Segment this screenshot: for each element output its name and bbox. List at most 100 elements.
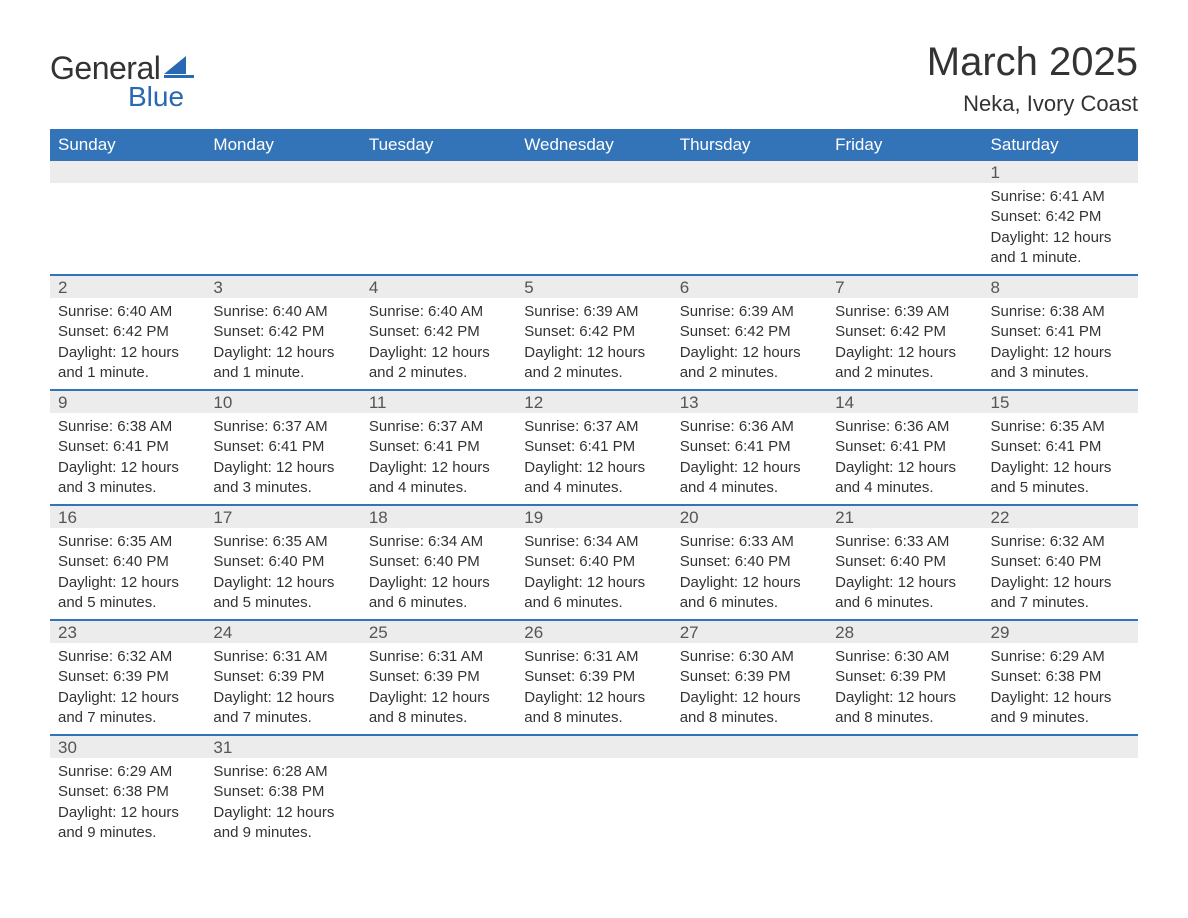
sunrise-text: Sunrise: 6:32 AM	[991, 532, 1130, 552]
sunrise-text: Sunrise: 6:31 AM	[213, 647, 352, 667]
day-details: Sunrise: 6:36 AMSunset: 6:41 PMDaylight:…	[672, 413, 827, 505]
sunrise-text: Sunrise: 6:35 AM	[58, 532, 197, 552]
daylight2-text: and 9 minutes.	[213, 823, 352, 843]
detail-row: Sunrise: 6:32 AMSunset: 6:39 PMDaylight:…	[50, 643, 1138, 735]
daylight2-text: and 5 minutes.	[58, 593, 197, 613]
empty-cell	[827, 161, 982, 183]
sunrise-text: Sunrise: 6:39 AM	[835, 302, 974, 322]
day-number: 24	[205, 620, 360, 643]
day-details: Sunrise: 6:30 AMSunset: 6:39 PMDaylight:…	[827, 643, 982, 735]
empty-cell	[361, 161, 516, 183]
sunrise-text: Sunrise: 6:30 AM	[680, 647, 819, 667]
logo: General Blue	[50, 50, 194, 113]
daylight1-text: Daylight: 12 hours	[213, 343, 352, 363]
sunrise-text: Sunrise: 6:31 AM	[369, 647, 508, 667]
day-details: Sunrise: 6:34 AMSunset: 6:40 PMDaylight:…	[361, 528, 516, 620]
daylight1-text: Daylight: 12 hours	[213, 688, 352, 708]
daylight2-text: and 3 minutes.	[991, 363, 1130, 383]
sunrise-text: Sunrise: 6:39 AM	[524, 302, 663, 322]
day-number: 14	[827, 390, 982, 413]
day-details: Sunrise: 6:38 AMSunset: 6:41 PMDaylight:…	[50, 413, 205, 505]
daylight1-text: Daylight: 12 hours	[213, 458, 352, 478]
sunrise-text: Sunrise: 6:34 AM	[524, 532, 663, 552]
day-number: 22	[983, 505, 1138, 528]
day-number: 29	[983, 620, 1138, 643]
sunset-text: Sunset: 6:39 PM	[680, 667, 819, 687]
day-details: Sunrise: 6:37 AMSunset: 6:41 PMDaylight:…	[361, 413, 516, 505]
calendar-table: Sunday Monday Tuesday Wednesday Thursday…	[50, 129, 1138, 849]
sunrise-text: Sunrise: 6:38 AM	[58, 417, 197, 437]
day-details: Sunrise: 6:35 AMSunset: 6:40 PMDaylight:…	[205, 528, 360, 620]
daylight1-text: Daylight: 12 hours	[369, 688, 508, 708]
daylight2-text: and 6 minutes.	[835, 593, 974, 613]
sunset-text: Sunset: 6:41 PM	[213, 437, 352, 457]
daylight2-text: and 1 minute.	[58, 363, 197, 383]
sunset-text: Sunset: 6:40 PM	[58, 552, 197, 572]
day-number: 6	[672, 275, 827, 298]
weekday-header: Monday	[205, 129, 360, 161]
day-details: Sunrise: 6:37 AMSunset: 6:41 PMDaylight:…	[205, 413, 360, 505]
daylight2-text: and 4 minutes.	[680, 478, 819, 498]
day-number: 4	[361, 275, 516, 298]
location: Neka, Ivory Coast	[927, 91, 1138, 117]
daylight1-text: Daylight: 12 hours	[680, 688, 819, 708]
daylight2-text: and 8 minutes.	[524, 708, 663, 728]
sunset-text: Sunset: 6:41 PM	[369, 437, 508, 457]
sunset-text: Sunset: 6:41 PM	[991, 437, 1130, 457]
empty-cell	[205, 161, 360, 183]
day-number: 8	[983, 275, 1138, 298]
daylight1-text: Daylight: 12 hours	[991, 458, 1130, 478]
sunrise-text: Sunrise: 6:33 AM	[835, 532, 974, 552]
sunrise-text: Sunrise: 6:40 AM	[369, 302, 508, 322]
sunrise-text: Sunrise: 6:40 AM	[213, 302, 352, 322]
sunset-text: Sunset: 6:40 PM	[835, 552, 974, 572]
daylight2-text: and 1 minute.	[213, 363, 352, 383]
sunset-text: Sunset: 6:41 PM	[524, 437, 663, 457]
empty-cell	[983, 735, 1138, 758]
day-number: 5	[516, 275, 671, 298]
empty-cell	[516, 161, 671, 183]
empty-cell	[983, 758, 1138, 849]
detail-row: Sunrise: 6:29 AMSunset: 6:38 PMDaylight:…	[50, 758, 1138, 849]
daylight1-text: Daylight: 12 hours	[524, 343, 663, 363]
day-number: 21	[827, 505, 982, 528]
daynum-row: 1	[50, 161, 1138, 183]
daylight1-text: Daylight: 12 hours	[680, 573, 819, 593]
sunset-text: Sunset: 6:42 PM	[524, 322, 663, 342]
daylight1-text: Daylight: 12 hours	[58, 688, 197, 708]
daylight1-text: Daylight: 12 hours	[680, 458, 819, 478]
weekday-header-row: Sunday Monday Tuesday Wednesday Thursday…	[50, 129, 1138, 161]
day-details: Sunrise: 6:39 AMSunset: 6:42 PMDaylight:…	[516, 298, 671, 390]
daylight1-text: Daylight: 12 hours	[680, 343, 819, 363]
day-number: 13	[672, 390, 827, 413]
day-details: Sunrise: 6:33 AMSunset: 6:40 PMDaylight:…	[827, 528, 982, 620]
empty-cell	[827, 758, 982, 849]
empty-cell	[672, 183, 827, 275]
daylight2-text: and 2 minutes.	[680, 363, 819, 383]
daylight2-text: and 4 minutes.	[835, 478, 974, 498]
daylight1-text: Daylight: 12 hours	[835, 573, 974, 593]
daylight1-text: Daylight: 12 hours	[991, 688, 1130, 708]
detail-row: Sunrise: 6:35 AMSunset: 6:40 PMDaylight:…	[50, 528, 1138, 620]
daylight2-text: and 2 minutes.	[524, 363, 663, 383]
daynum-row: 3031	[50, 735, 1138, 758]
sunrise-text: Sunrise: 6:41 AM	[991, 187, 1130, 207]
day-number: 23	[50, 620, 205, 643]
sunrise-text: Sunrise: 6:37 AM	[213, 417, 352, 437]
logo-text-blue: Blue	[128, 81, 194, 113]
daylight2-text: and 5 minutes.	[991, 478, 1130, 498]
day-details: Sunrise: 6:35 AMSunset: 6:41 PMDaylight:…	[983, 413, 1138, 505]
daylight1-text: Daylight: 12 hours	[991, 573, 1130, 593]
daylight2-text: and 7 minutes.	[991, 593, 1130, 613]
weekday-header: Saturday	[983, 129, 1138, 161]
day-number: 3	[205, 275, 360, 298]
sunrise-text: Sunrise: 6:36 AM	[680, 417, 819, 437]
daylight2-text: and 4 minutes.	[524, 478, 663, 498]
daylight1-text: Daylight: 12 hours	[524, 688, 663, 708]
day-details: Sunrise: 6:37 AMSunset: 6:41 PMDaylight:…	[516, 413, 671, 505]
sunset-text: Sunset: 6:39 PM	[369, 667, 508, 687]
sunset-text: Sunset: 6:41 PM	[835, 437, 974, 457]
detail-row: Sunrise: 6:41 AMSunset: 6:42 PMDaylight:…	[50, 183, 1138, 275]
sunrise-text: Sunrise: 6:35 AM	[991, 417, 1130, 437]
day-details: Sunrise: 6:28 AMSunset: 6:38 PMDaylight:…	[205, 758, 360, 849]
